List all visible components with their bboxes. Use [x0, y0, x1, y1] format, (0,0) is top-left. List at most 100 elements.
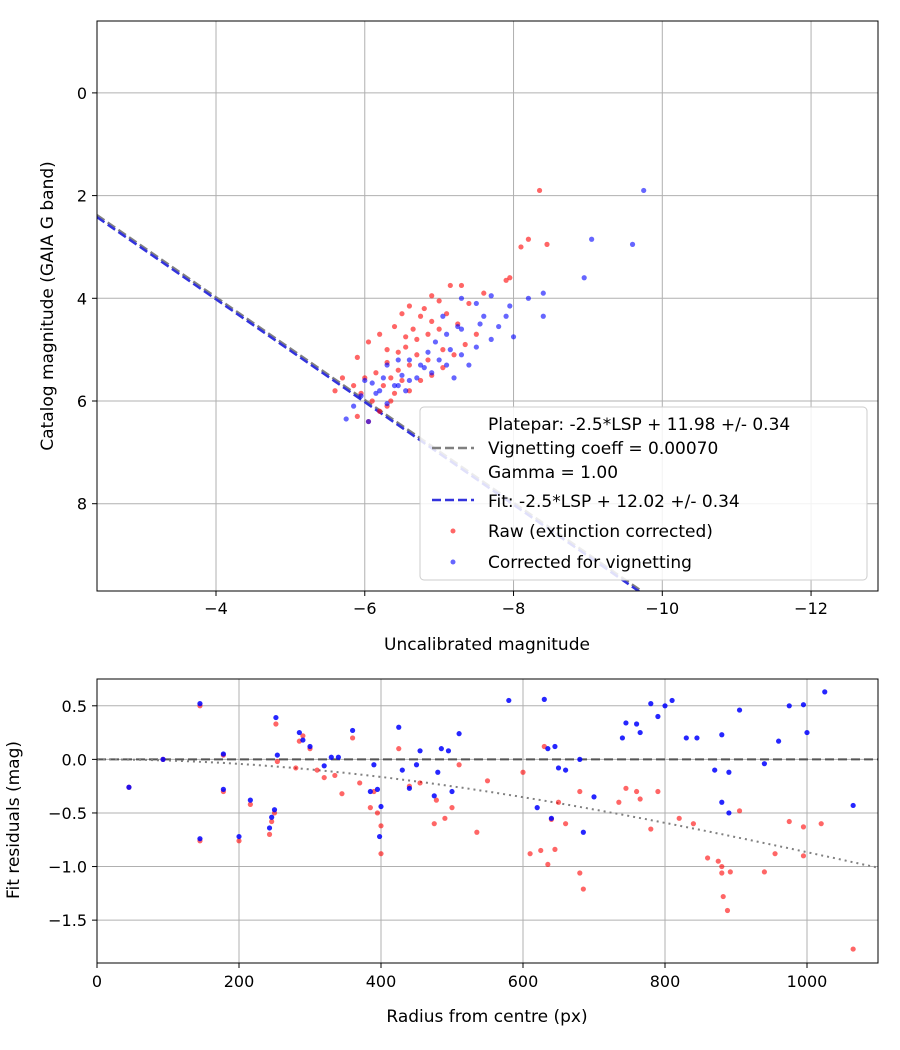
raw-point	[388, 375, 394, 381]
corrected-residual-point	[456, 731, 462, 737]
corrected-point	[507, 303, 513, 309]
raw-residual-point	[474, 829, 480, 835]
raw-residual-point	[442, 815, 448, 821]
raw-residual-point	[417, 780, 423, 786]
raw-point	[436, 326, 442, 332]
raw-residual-point	[715, 858, 721, 864]
top-plot-frame	[96, 20, 879, 592]
raw-point	[447, 282, 453, 289]
corrected-point	[466, 362, 472, 368]
raw-residual-point	[314, 767, 320, 773]
corrected-residual-point	[552, 743, 558, 750]
raw-point	[339, 375, 346, 381]
corrected-point	[443, 362, 450, 368]
corrected-residual-point	[534, 805, 540, 811]
raw-residual-point	[580, 886, 586, 892]
corrected-residual-point	[591, 794, 597, 800]
corrected-residual-point	[804, 729, 810, 736]
top-x-tick-label: −6	[353, 599, 377, 618]
corrected-point	[488, 293, 494, 299]
corrected-residual-point	[296, 729, 302, 736]
raw-point	[458, 282, 465, 289]
raw-residual-point	[818, 821, 824, 827]
corrected-residual-point	[761, 761, 768, 767]
corrected-point	[362, 377, 368, 384]
corrected-residual-point	[371, 762, 377, 768]
raw-residual-point	[433, 797, 439, 803]
corrected-residual-point	[800, 702, 807, 708]
bottom-y-tick-label: 0.5	[62, 697, 87, 716]
corrected-point	[451, 375, 457, 381]
corrected-residual-point	[220, 786, 226, 792]
raw-point	[369, 398, 375, 404]
raw-residual-point	[719, 863, 725, 870]
corrected-residual-point	[160, 756, 166, 762]
corrected-point	[589, 236, 595, 242]
corrected-residual-point	[399, 767, 405, 773]
corrected-residual-point	[126, 784, 132, 790]
raw-point	[440, 347, 446, 353]
top-y-tick-label: 8	[77, 495, 87, 514]
raw-residual-point	[236, 838, 242, 844]
corrected-residual-point	[274, 752, 280, 758]
corrected-residual-point	[786, 703, 792, 709]
bottom-x-tick-label: 400	[366, 972, 397, 991]
corrected-point	[395, 382, 401, 389]
bottom-ticks: 0 200 400 600 800 1000 0.5 0.0 −0.5 −1.0 −1.5	[48, 697, 827, 991]
corrected-residual-point	[335, 754, 341, 760]
raw-point	[417, 377, 424, 384]
corrected-residual-point	[406, 785, 412, 791]
raw-residual-point	[293, 765, 299, 771]
raw-residual-point	[431, 821, 437, 827]
raw-residual-point	[274, 758, 280, 765]
legend-label-platepar: Platepar: -2.5*LSP + 11.98 +/- 0.34	[488, 415, 790, 435]
corrected-residual-point	[413, 762, 420, 768]
raw-point	[473, 331, 479, 337]
top-x-tick-label: −12	[794, 599, 828, 618]
raw-residual-point	[563, 821, 569, 827]
raw-residual-point	[300, 733, 306, 739]
bottom-y-tick-label: −1.0	[48, 858, 87, 877]
bottom-y-tick-label: −1.5	[48, 911, 87, 930]
corrected-residual-point	[555, 765, 562, 771]
corrected-residual-point	[220, 751, 226, 757]
corrected-point	[406, 377, 412, 384]
corrected-point	[458, 352, 465, 358]
corrected-point	[503, 313, 509, 319]
corrected-residual-point	[634, 721, 640, 727]
raw-residual-point	[456, 762, 462, 768]
corrected-point	[525, 295, 532, 301]
corrected-residual-point	[376, 833, 383, 840]
corrected-residual-point	[694, 735, 700, 741]
bottom-reference-lines	[97, 758, 878, 869]
corrected-residual-point	[374, 786, 381, 792]
corrected-point	[510, 334, 517, 340]
corrected-point	[447, 347, 453, 353]
raw-residual-point	[555, 799, 562, 805]
bottom-y-tick-label: 0.0	[62, 750, 87, 769]
raw-residual-point	[634, 788, 640, 795]
corrected-point	[429, 370, 435, 376]
corrected-residual-point	[563, 767, 569, 773]
corrected-residual-point	[396, 724, 402, 730]
raw-residual-point	[736, 808, 743, 814]
legend-frame	[419, 406, 868, 581]
raw-point	[406, 362, 412, 368]
corrected-point	[384, 400, 390, 407]
corrected-point	[403, 388, 409, 394]
corrected-residual-point	[623, 720, 629, 726]
raw-point	[429, 318, 435, 325]
raw-point	[388, 398, 394, 404]
raw-point	[406, 303, 412, 309]
raw-residual-point	[800, 853, 807, 859]
raw-residual-point	[719, 870, 725, 876]
raw-point	[403, 344, 409, 350]
corrected-residual-point	[438, 746, 444, 752]
raw-residual-point	[577, 788, 583, 795]
raw-point	[525, 236, 532, 242]
corrected-point	[391, 382, 398, 389]
raw-point	[518, 244, 524, 250]
legend-label-corrected: Corrected for vignetting	[488, 553, 692, 573]
raw-point	[399, 377, 405, 384]
raw-point	[380, 382, 386, 389]
